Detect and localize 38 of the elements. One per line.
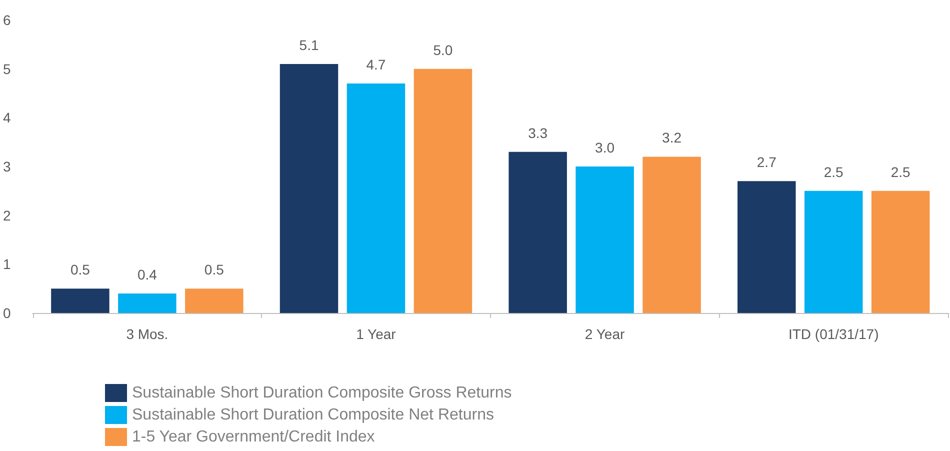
- bar: [185, 288, 244, 313]
- data-label: 2.5: [890, 164, 911, 180]
- y-tick-label: 4: [2, 110, 11, 126]
- bar: [51, 288, 110, 313]
- y-tick-label: 5: [2, 60, 11, 77]
- x-tick-label: 1 Year: [356, 326, 396, 342]
- legend-label: 1-5 Year Government/Credit Index: [132, 428, 375, 446]
- legend-label: Sustainable Short Duration Composite Net Returns: [132, 406, 494, 424]
- bar: [871, 190, 930, 313]
- bar: [118, 293, 176, 313]
- data-label: 3.2: [662, 130, 682, 146]
- data-label: 0.5: [70, 262, 90, 278]
- y-tick-label: 3: [2, 158, 11, 174]
- y-tick-label: 2: [2, 207, 11, 224]
- data-label: 5.0: [433, 42, 453, 58]
- bar: [414, 68, 472, 313]
- y-tick-label: 0: [2, 305, 11, 321]
- bar: [280, 64, 338, 313]
- data-label: 4.7: [366, 56, 386, 72]
- x-tick-label: ITD (01/31/17): [788, 326, 879, 342]
- data-label: 3.0: [595, 140, 615, 156]
- data-label: 2.7: [756, 154, 777, 170]
- data-label: 2.5: [824, 164, 844, 180]
- bar: [508, 152, 567, 313]
- bar: [738, 181, 796, 313]
- legend-label: Sustainable Short Duration Composite Gross Returns: [132, 384, 512, 402]
- data-label: 5.1: [299, 36, 319, 53]
- data-label: 0.5: [204, 262, 224, 278]
- bar: [576, 166, 634, 313]
- data-label: 0.4: [137, 266, 158, 282]
- y-tick-label: 1: [2, 256, 11, 272]
- data-label: 3.3: [528, 124, 548, 141]
- bar: [346, 83, 406, 313]
- y-tick-label: 6: [2, 12, 11, 28]
- bar: [804, 190, 863, 313]
- x-tick-label: 2 Year: [584, 326, 625, 342]
- bar: [642, 156, 701, 313]
- x-tick-label: 3 Mos.: [126, 326, 168, 342]
